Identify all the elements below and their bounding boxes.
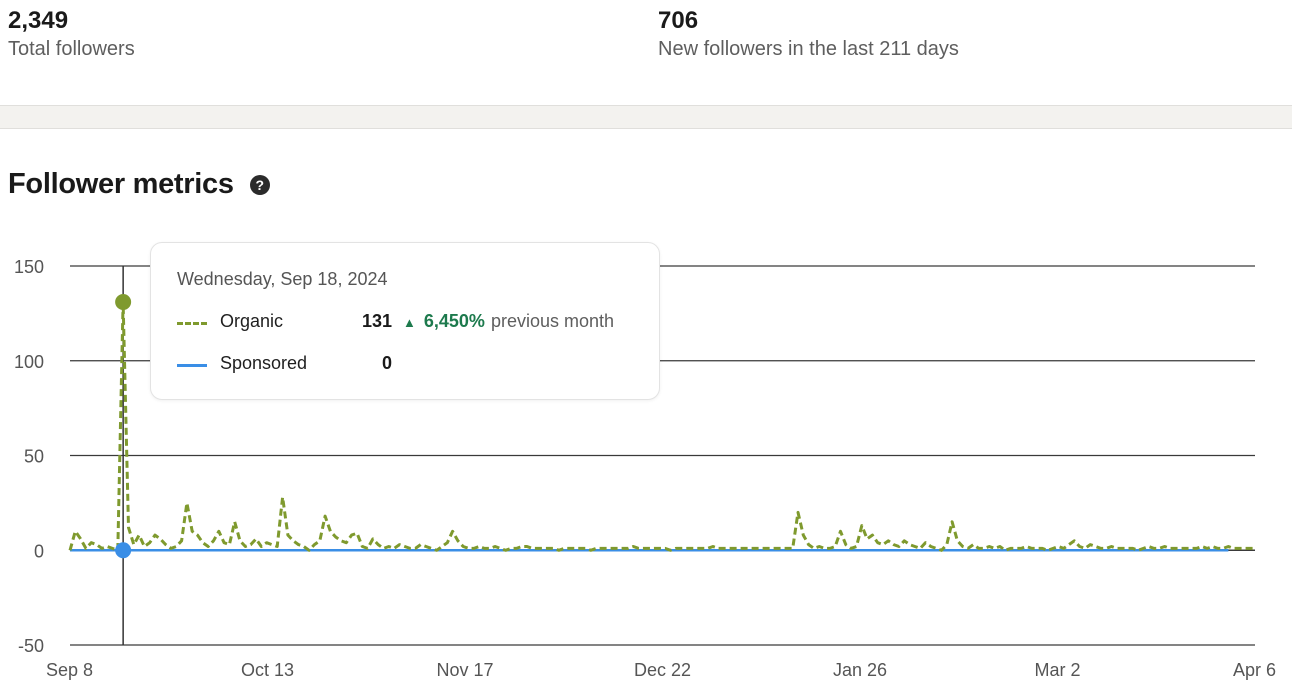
tooltip-row-sponsored: Sponsored 0 [177,353,647,377]
y-tick-label: 150 [14,257,44,277]
y-axis-ticks: 150 100 50 0 -50 [14,257,44,656]
chart-series [68,300,1255,552]
section-divider [0,105,1292,129]
new-followers-value: 706 [658,7,699,34]
x-tick-label: Mar 2 [1034,660,1080,680]
follower-metrics-chart[interactable]: 150 100 50 0 -50 Sep 8 Oct 13 Nov 17 Dec 22 Jan … [0,230,1292,695]
section-title: Follower metrics [8,168,234,200]
tooltip-sponsored-name: Sponsored [220,353,308,373]
total-followers-value: 2,349 [8,7,69,34]
tooltip-date: Wednesday, Sep 18, 2024 [177,269,388,289]
tooltip-organic-change-pct: 6,450% [423,311,485,331]
hover-markers [115,294,132,559]
organic-legend-swatch [177,322,207,325]
tooltip-row-organic: Organic 131 ▲ 6,450% previous month [177,311,647,335]
section-header: Follower metrics ? [8,168,270,201]
y-tick-label: 100 [14,352,44,372]
y-tick-label: -50 [18,636,44,656]
tooltip-organic-change: ▲ 6,450% previous month [403,311,614,332]
x-tick-label: Jan 26 [833,660,887,680]
sponsored-hover-point [115,542,132,559]
organic-hover-point [115,294,132,311]
x-axis-ticks: Sep 8 Oct 13 Nov 17 Dec 22 Jan 26 Mar 2 Apr 6 [46,660,1276,680]
new-followers-stat: 706 New followers in the last 211 days [658,6,959,62]
x-tick-label: Sep 8 [46,660,93,680]
series-line-organic [68,300,1255,552]
y-tick-label: 50 [24,447,44,467]
x-tick-label: Dec 22 [634,660,691,680]
new-followers-label: New followers in the last 211 days [658,38,959,60]
tooltip-sponsored-value: 0 [381,353,392,373]
chart-tooltip: Wednesday, Sep 18, 2024 Organic 131 ▲ 6,4… [150,242,660,400]
tooltip-organic-change-suffix: previous month [490,311,615,331]
trend-up-icon: ▲ [403,315,416,330]
x-tick-label: Apr 6 [1233,660,1276,680]
x-tick-label: Nov 17 [436,660,493,680]
tooltip-organic-name: Organic [220,311,284,331]
tooltip-organic-value: 131 [361,311,392,331]
total-followers-label: Total followers [8,38,135,60]
sponsored-legend-swatch [177,364,207,367]
question-circle-icon[interactable]: ? [249,174,270,195]
x-tick-label: Oct 13 [241,660,294,680]
total-followers-stat: 2,349 Total followers [8,6,135,62]
y-tick-label: 0 [34,541,44,561]
